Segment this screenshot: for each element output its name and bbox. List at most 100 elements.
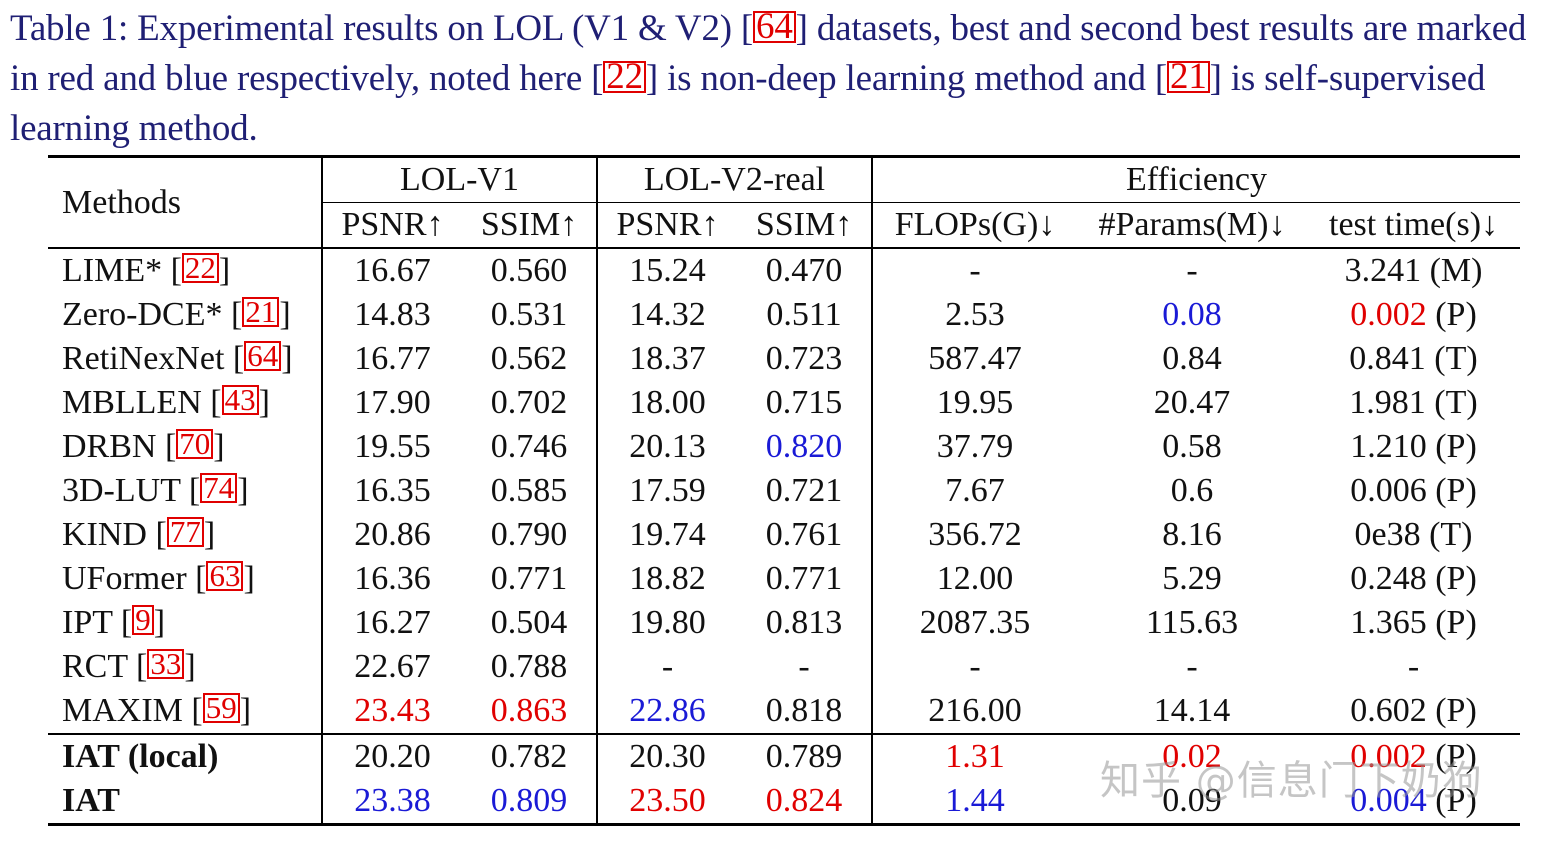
watermark: 知乎 @信息门下奶狗 — [1100, 758, 1483, 804]
header-row-groups: Methods LOL-V1 LOL-V2-real Efficiency — [48, 156, 1521, 221]
method-name: RetiNexNet [64] — [62, 338, 293, 377]
cell-v1-psnr: 20.20 — [321, 734, 462, 779]
cell-v1-ssim: 0.809 — [490, 782, 568, 819]
cell-v1-psnr: 20.86 — [321, 513, 462, 557]
cell-v2-psnr: 23.50 — [596, 779, 737, 825]
cell-test-time: 1.210 (P) — [1350, 428, 1477, 465]
citation-link[interactable]: 33 — [147, 648, 185, 679]
cell-test-time: 0.004 (P) — [1350, 782, 1477, 819]
header-psnr-v2: PSNR↑ — [596, 202, 737, 248]
cell-v1-ssim: 0.560 — [490, 252, 568, 289]
cell-v1-ssim: 0.782 — [490, 738, 568, 775]
cell-flops: 7.67 — [871, 469, 1077, 513]
cell-test-time: 0e38 (T) — [1354, 516, 1473, 553]
cell-flops: 2087.35 — [871, 601, 1077, 645]
cell-v2-ssim: 0.511 — [766, 296, 842, 333]
table-row: KIND [77] 20.86 0.790 19.74 0.761 356.72 8.16 0… — [48, 513, 1520, 557]
citation-link[interactable]: 21 — [242, 296, 280, 327]
citation-link[interactable]: 43 — [221, 384, 259, 415]
cell-v2-psnr: - — [596, 645, 737, 689]
cell-test-time: 1.365 (P) — [1350, 604, 1477, 641]
cell-v1-psnr: 23.38 — [321, 779, 462, 825]
cell-v1-ssim: 0.788 — [490, 648, 568, 685]
header-row-metrics: PSNR↑ SSIM↑ PSNR↑ SSIM↑ FLOPs(G)↓ #Param… — [48, 202, 1520, 248]
results-table-container: Methods LOL-V1 LOL-V2-real Efficiency PS… — [48, 155, 1521, 826]
method-name: UFormer [63] — [62, 558, 255, 597]
cell-v1-ssim: 0.746 — [490, 428, 568, 465]
citation-link[interactable]: 64 — [244, 340, 282, 371]
our-method-rows: IAT (local) 20.20 0.782 20.30 0.789 1.31 0.02 0… — [48, 734, 1521, 825]
table-row: RetiNexNet [64] 16.77 0.562 18.37 0.723 587.4… — [48, 337, 1520, 381]
cell-v2-ssim: 0.470 — [765, 252, 843, 289]
baseline-rows: LIME* [22] 16.67 0.560 15.24 0.470- -3.241 (M… — [48, 248, 1521, 734]
cell-flops: 37.79 — [871, 425, 1077, 469]
cell-flops: 1.31 — [871, 734, 1077, 779]
table-row: Zero-DCE* [21] 14.83 0.531 14.32 0.511 2.53 0.… — [48, 293, 1520, 337]
cell-params: 0.58 — [1162, 428, 1222, 465]
cell-v1-ssim: 0.562 — [490, 340, 568, 377]
cell-test-time: 3.241 (M) — [1344, 252, 1483, 289]
table-row: IAT (local) 20.20 0.782 20.30 0.789 1.31 0.02 0… — [48, 734, 1521, 779]
cell-v1-ssim: 0.531 — [490, 296, 568, 333]
citation-link[interactable]: 63 — [206, 560, 244, 591]
method-name: DRBN [70] — [62, 426, 225, 465]
cell-v1-psnr: 16.27 — [321, 601, 462, 645]
citation-link[interactable]: 64 — [753, 8, 796, 45]
cell-flops: 12.00 — [871, 557, 1077, 601]
cell-v1-ssim: 0.504 — [490, 604, 568, 641]
cell-test-time: 0.841 (T) — [1349, 340, 1478, 377]
cell-params: 0.6 — [1170, 472, 1214, 509]
cell-flops: - — [871, 645, 1077, 689]
cell-v1-psnr: 23.43 — [321, 689, 462, 734]
method-name: IPT [9] — [62, 602, 166, 641]
cell-v1-psnr: 16.36 — [321, 557, 462, 601]
cell-v2-ssim: 0.818 — [765, 692, 843, 729]
cell-v1-psnr: 16.35 — [321, 469, 462, 513]
citation-link[interactable]: 74 — [200, 472, 238, 503]
header-ssim-v1: SSIM↑ — [480, 206, 578, 243]
cell-flops: - — [871, 248, 1077, 293]
header-group-lol-v1: LOL-V1 — [321, 156, 597, 203]
cell-params: 20.47 — [1153, 384, 1231, 421]
header-group-efficiency: Efficiency — [870, 156, 1521, 203]
cell-params: - — [1186, 252, 1198, 289]
cell-test-time: 1.981 (T) — [1349, 384, 1478, 421]
cell-params: - — [1186, 648, 1198, 685]
header-methods: Methods — [62, 183, 181, 221]
citation-link[interactable]: 59 — [202, 692, 240, 723]
cell-params: 0.02 — [1162, 738, 1222, 775]
cell-params: 115.63 — [1145, 604, 1239, 641]
cell-flops: 216.00 — [871, 689, 1077, 734]
header-ssim-v2: SSIM↑ — [755, 206, 853, 243]
citation-link[interactable]: 70 — [176, 428, 214, 459]
cell-params: 8.16 — [1162, 516, 1222, 553]
cell-test-time: 0.006 (P) — [1350, 472, 1477, 509]
method-name: RCT [33] — [62, 646, 196, 685]
citation-link[interactable]: 21 — [1167, 58, 1210, 95]
cell-v1-ssim: 0.771 — [490, 560, 568, 597]
method-name: LIME* [22] — [62, 250, 231, 289]
citation-link[interactable]: 22 — [603, 58, 646, 95]
cell-v2-ssim: 0.820 — [765, 428, 843, 465]
cell-v1-ssim: 0.790 — [490, 516, 568, 553]
cell-v2-psnr: 18.37 — [596, 337, 737, 381]
cell-v1-psnr: 16.67 — [321, 248, 462, 293]
method-name: MBLLEN [43] — [62, 382, 270, 421]
header-test-time: test time(s)↓ — [1329, 206, 1499, 243]
cell-v2-ssim: 0.813 — [765, 604, 843, 641]
cell-params: 0.09 — [1162, 782, 1222, 819]
cell-test-time: - — [1407, 648, 1420, 685]
cell-v2-psnr: 20.30 — [596, 734, 737, 779]
cell-v1-psnr: 17.90 — [321, 381, 462, 425]
cell-v1-psnr: 16.77 — [321, 337, 462, 381]
citation-link[interactable]: 77 — [166, 516, 204, 547]
cell-v2-ssim: 0.715 — [765, 384, 843, 421]
cell-flops: 19.95 — [871, 381, 1077, 425]
cell-v1-ssim: 0.702 — [490, 384, 568, 421]
citation-link[interactable]: 9 — [132, 604, 154, 635]
cell-v2-psnr: 19.74 — [596, 513, 737, 557]
cell-v1-ssim: 0.585 — [490, 472, 568, 509]
method-name: MAXIM [59] — [62, 690, 252, 729]
cell-v2-psnr: 18.00 — [596, 381, 737, 425]
citation-link[interactable]: 22 — [181, 252, 219, 283]
